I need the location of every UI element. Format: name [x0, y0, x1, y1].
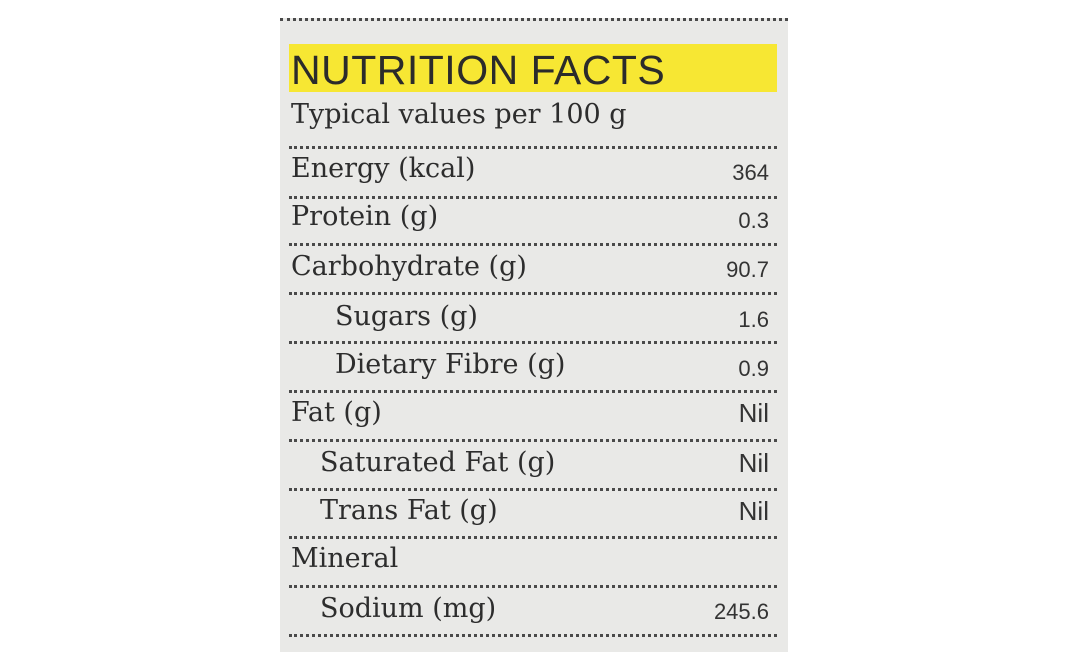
title-highlight: [289, 44, 777, 92]
nutrient-label-trans-fat: Trans Fat (g): [320, 495, 498, 526]
nutrient-label-dietary-fibre: Dietary Fibre (g): [335, 349, 566, 380]
nutrition-title: NUTRITION FACTS: [291, 47, 666, 93]
divider: [289, 243, 777, 246]
divider-top: [280, 18, 788, 21]
nutrient-value-sodium: 245.6: [713, 599, 769, 624]
divider: [289, 488, 777, 491]
nutrient-label-sugars: Sugars (g): [335, 301, 478, 332]
nutrition-facts-panel: NUTRITION FACTS Typical values per 100 g…: [280, 18, 788, 652]
nutrient-value-saturated-fat: Nil: [738, 448, 769, 478]
nutrient-label-mineral: Mineral: [291, 543, 399, 574]
divider: [289, 196, 777, 199]
divider-bottom: [289, 634, 777, 637]
divider: [289, 341, 777, 344]
nutrient-value-fat: Nil: [738, 398, 769, 428]
nutrient-value-carbohydrate: 90.7: [726, 257, 769, 282]
divider: [289, 390, 777, 393]
nutrient-value-energy: 364: [732, 160, 769, 185]
nutrient-value-protein: 0.3: [738, 208, 769, 233]
nutrient-value-trans-fat: Nil: [738, 496, 769, 526]
nutrient-label-fat: Fat (g): [291, 397, 382, 428]
divider: [289, 292, 777, 295]
divider: [289, 585, 777, 588]
divider: [289, 536, 777, 539]
nutrient-label-energy: Energy (kcal): [291, 153, 476, 184]
nutrient-value-dietary-fibre: 0.9: [738, 356, 769, 381]
divider: [289, 439, 777, 442]
nutrient-label-protein: Protein (g): [291, 201, 439, 232]
nutrient-value-sugars: 1.6: [738, 307, 769, 332]
nutrient-label-carbohydrate: Carbohydrate (g): [291, 251, 527, 282]
serving-basis-text: Typical values per 100 g: [291, 99, 627, 130]
nutrient-label-saturated-fat: Saturated Fat (g): [320, 447, 556, 478]
nutrient-label-sodium: Sodium (mg): [320, 593, 497, 624]
divider: [289, 146, 777, 149]
